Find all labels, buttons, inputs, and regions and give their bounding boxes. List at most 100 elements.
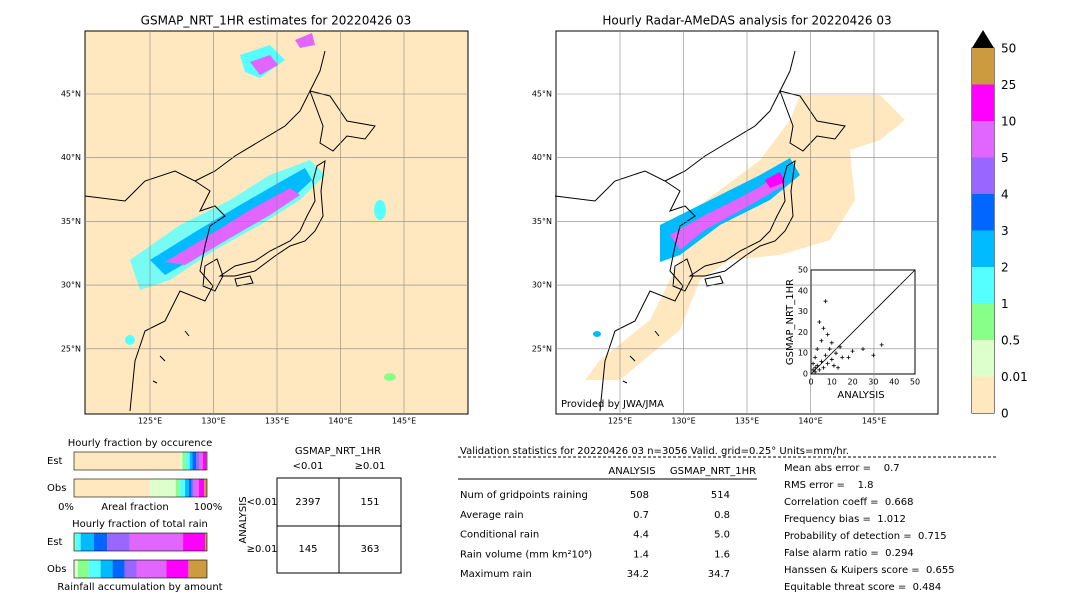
value: 34.7 — [708, 569, 730, 580]
value: 0.8 — [714, 510, 730, 521]
y-tick-label: 40 — [798, 286, 808, 295]
colorbar-label: 4 — [1001, 188, 1009, 202]
map-title: Hourly Radar-AMeDAS analysis for 2022042… — [602, 14, 891, 28]
table-title: GSMAP_NRT_1HR — [295, 446, 381, 457]
point — [819, 338, 824, 343]
col-label: ANALYSIS — [608, 466, 655, 477]
fraction-segment — [124, 560, 137, 578]
colorbar-label: 0 — [1001, 407, 1009, 421]
fraction-segment — [74, 533, 76, 551]
point — [825, 361, 830, 366]
fraction-segment — [129, 533, 184, 551]
right-map — [554, 30, 939, 415]
row-label: Est — [47, 456, 63, 467]
point — [821, 326, 826, 331]
point — [823, 299, 828, 304]
y-axis-label: GSMAP_NRT_1HR — [785, 279, 796, 365]
point — [833, 351, 838, 356]
value: 1.6 — [714, 549, 730, 560]
lat-label: 45°N — [532, 90, 552, 99]
colorbar-label: 1 — [1001, 297, 1009, 311]
score: RMS error = 1.8 — [784, 480, 874, 491]
value: 4.4 — [633, 530, 649, 541]
score: Frequency bias = 1.012 — [784, 514, 906, 525]
cell: 145 — [298, 544, 317, 555]
colorbar-segment — [972, 230, 994, 267]
fraction-segment — [199, 452, 204, 470]
score: Probability of detection = 0.715 — [784, 531, 947, 542]
fraction-segment — [192, 452, 197, 470]
point — [838, 344, 843, 349]
value: 1.4 — [633, 549, 649, 560]
colorbar-segment — [972, 48, 994, 85]
col-label: GSMAP_NRT_1HR — [670, 466, 756, 477]
fraction-segment — [80, 533, 94, 551]
credit: Provided by JWA/JMA — [561, 399, 664, 410]
lon-label: 135°E — [735, 417, 759, 426]
colorbar-segment — [972, 303, 994, 340]
fraction-segment — [75, 533, 81, 551]
left-map — [84, 30, 469, 415]
map-frame — [84, 30, 469, 415]
colorbar-segment — [972, 157, 994, 194]
point — [846, 355, 851, 360]
row-name: Conditional rain — [460, 530, 539, 541]
x-tick-label: 10 — [827, 378, 837, 387]
lon-label: 130°E — [671, 417, 695, 426]
value: 0.7 — [633, 510, 649, 521]
colorbar-segment — [972, 340, 994, 377]
row-label: Obs — [47, 483, 66, 494]
fraction-segment — [100, 560, 113, 578]
lat-label: 25°N — [61, 344, 81, 353]
x-tick-label: 20 — [848, 378, 858, 387]
point — [815, 347, 820, 352]
fraction-segment — [206, 452, 207, 470]
lat-label: 45°N — [61, 90, 81, 99]
cell: 363 — [360, 544, 379, 555]
fraction-segment — [180, 452, 183, 470]
fraction-segment — [185, 452, 190, 470]
point — [823, 353, 828, 358]
fraction-segment — [188, 560, 207, 578]
fraction-segment — [205, 533, 207, 551]
y-tick-label: 10 — [798, 349, 808, 358]
point — [815, 363, 820, 368]
axis-label: Areal fraction — [101, 502, 168, 513]
y-tick-label: 50 — [798, 266, 808, 275]
bar-frame — [73, 532, 208, 552]
fraction-segment — [199, 479, 205, 497]
bar-frame — [73, 478, 208, 498]
point — [831, 363, 836, 368]
point — [879, 342, 884, 347]
colorbar-segment — [972, 376, 994, 413]
lon-label: 125°E — [608, 417, 632, 426]
point — [817, 367, 822, 372]
lon-label: 140°E — [328, 417, 352, 426]
point — [850, 349, 855, 354]
value: 514 — [711, 490, 730, 501]
score: False alarm ratio = 0.294 — [784, 548, 914, 559]
fraction-segment — [149, 479, 176, 497]
fraction-segment — [136, 560, 167, 578]
fraction-segment — [191, 479, 194, 497]
point — [817, 320, 822, 324]
point — [811, 367, 816, 372]
x-tick-label: 50 — [910, 378, 920, 387]
point — [821, 365, 826, 370]
point — [829, 357, 834, 362]
lat-label: 40°N — [532, 153, 552, 162]
row-label: ≥0.01 — [247, 544, 278, 555]
fraction-segment — [196, 452, 200, 470]
axis-label: Rainfall accumulation by amount — [57, 582, 222, 593]
lon-label: 145°E — [862, 417, 886, 426]
value: 508 — [630, 490, 649, 501]
fraction-segment — [88, 560, 101, 578]
fraction-segment — [185, 479, 190, 497]
bar-title: Hourly fraction by occurence — [68, 438, 212, 449]
colorbar-label: 50 — [1001, 42, 1016, 56]
point — [871, 353, 876, 358]
x-tick-label: 0 — [808, 378, 813, 387]
row-label: Est — [47, 537, 63, 548]
lat-label: 35°N — [532, 217, 552, 226]
